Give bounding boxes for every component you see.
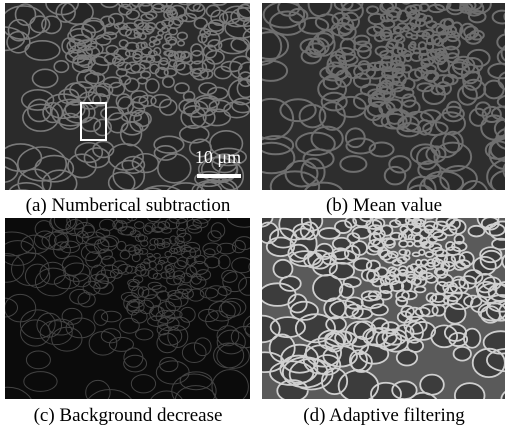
caption: (c) Background decrease — [34, 405, 223, 426]
figure: 10 μm (a) Numberical subtraction (b) Mea… — [0, 0, 508, 430]
caption: (b) Mean value — [326, 195, 442, 216]
panel-image — [243, 207, 508, 424]
caption: (a) Numberical subtraction — [26, 195, 231, 216]
cell-texture — [0, 0, 273, 216]
panel-image — [0, 207, 274, 429]
scale-bar-label: 10 μm — [195, 147, 241, 167]
panel-image — [238, 0, 508, 208]
caption: (d) Adaptive filtering — [303, 405, 465, 426]
panel-image — [0, 0, 273, 216]
